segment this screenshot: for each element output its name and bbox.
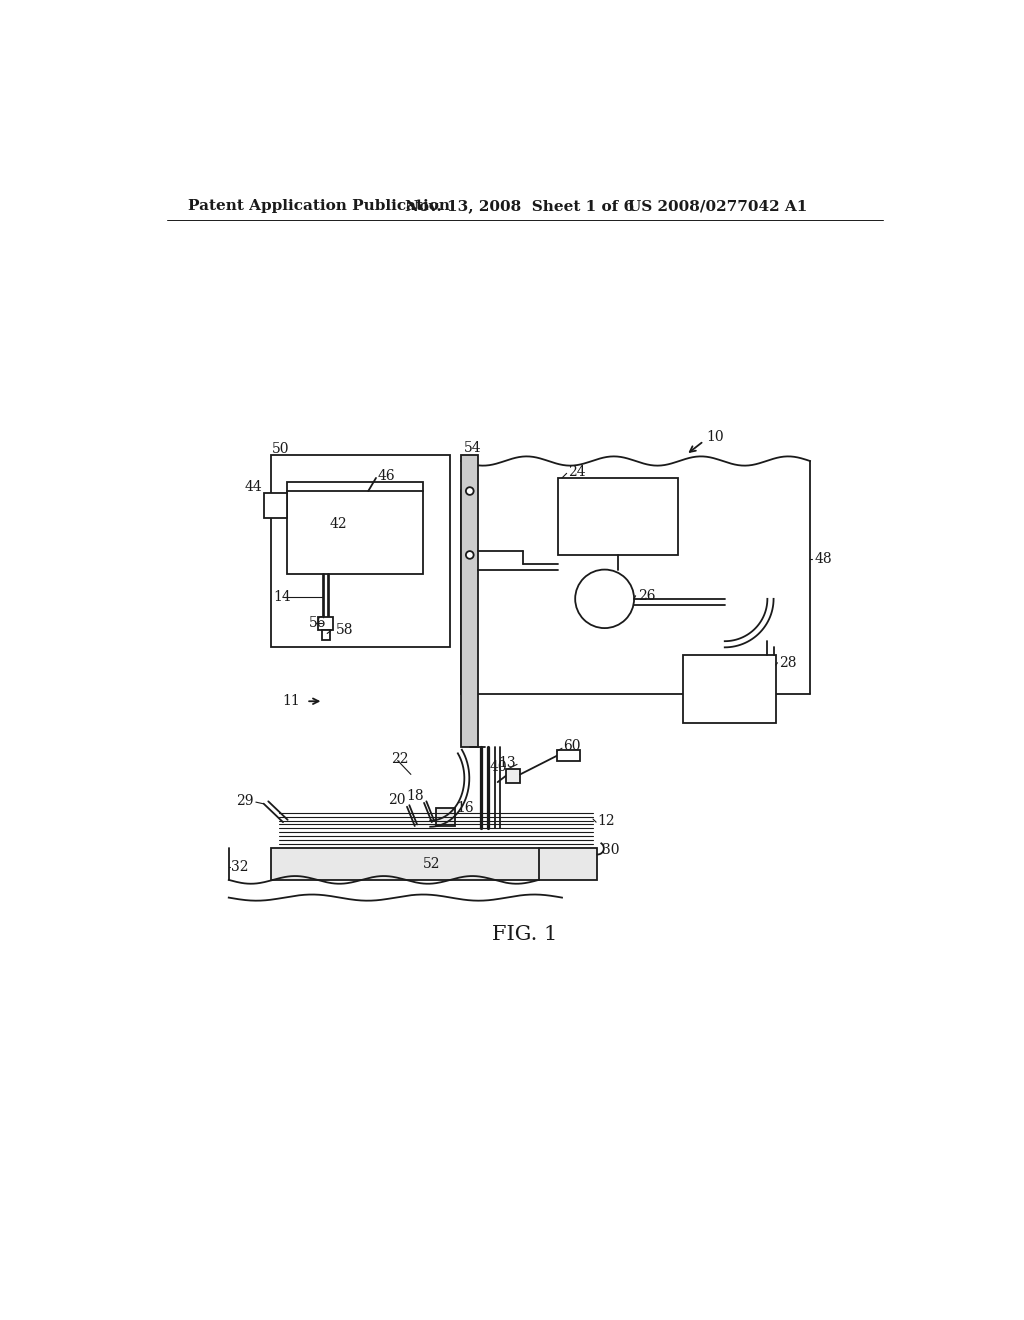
Text: 13: 13: [498, 756, 515, 770]
Text: 60: 60: [563, 739, 581, 752]
Text: 50: 50: [272, 442, 290, 455]
Bar: [557, 750, 580, 760]
Text: 20: 20: [388, 793, 406, 807]
Text: 29: 29: [237, 793, 254, 808]
Bar: [287, 482, 423, 574]
Text: 56: 56: [308, 615, 326, 630]
Circle shape: [466, 552, 474, 558]
Text: 26: 26: [638, 589, 655, 603]
Text: US 2008/0277042 A1: US 2008/0277042 A1: [628, 199, 807, 213]
Bar: [271, 847, 597, 880]
Text: 48: 48: [815, 552, 833, 566]
Text: FIG. 1: FIG. 1: [493, 924, 557, 944]
Text: 10: 10: [707, 430, 724, 444]
Text: 58: 58: [336, 623, 353, 638]
Text: 24: 24: [568, 465, 586, 479]
Text: 54: 54: [464, 441, 482, 455]
Bar: [683, 655, 776, 723]
Bar: [461, 455, 478, 747]
Bar: [558, 478, 678, 554]
Text: 40: 40: [489, 760, 507, 774]
Text: 14: 14: [273, 590, 292, 605]
Circle shape: [466, 487, 474, 495]
Text: 52: 52: [423, 857, 440, 871]
Circle shape: [575, 570, 634, 628]
Text: 11: 11: [283, 694, 300, 709]
Text: 12: 12: [598, 813, 615, 828]
Bar: [436, 808, 455, 826]
Text: 18: 18: [407, 789, 424, 803]
Bar: [506, 770, 520, 783]
Text: 16: 16: [457, 800, 474, 814]
Bar: [322, 631, 330, 640]
Text: 30: 30: [602, 843, 620, 857]
Bar: [271, 455, 450, 647]
Bar: [263, 494, 287, 517]
Text: 28: 28: [779, 656, 797, 669]
Text: Nov. 13, 2008  Sheet 1 of 6: Nov. 13, 2008 Sheet 1 of 6: [406, 199, 635, 213]
Bar: [317, 616, 334, 631]
Text: 22: 22: [391, 752, 409, 766]
Text: Patent Application Publication: Patent Application Publication: [188, 199, 451, 213]
Text: 42: 42: [330, 517, 347, 531]
Text: 32: 32: [231, 859, 249, 874]
Text: 46: 46: [378, 469, 395, 483]
Text: 44: 44: [245, 480, 262, 494]
